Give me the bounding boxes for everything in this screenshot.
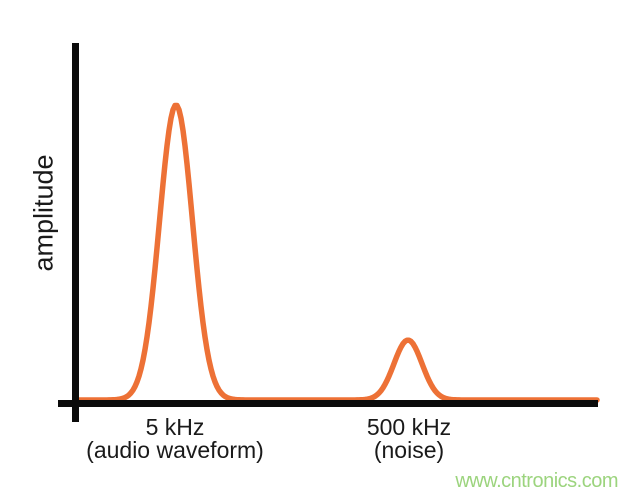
x-tick-audio-annotation: (audio waveform) xyxy=(86,437,264,463)
x-tick-audio-frequency: 5 kHz xyxy=(145,414,205,440)
x-tick-audio-waveform: 5 kHz (audio waveform) xyxy=(35,416,315,462)
x-tick-noise-annotation: (noise) xyxy=(373,437,445,463)
y-axis-line xyxy=(72,43,79,422)
watermark: www.cntronics.com xyxy=(455,470,618,492)
x-tick-noise: 500 kHz (noise) xyxy=(269,416,549,462)
y-axis-label: amplitude xyxy=(28,154,59,272)
spectrum-curve-path xyxy=(76,102,600,403)
x-tick-noise-frequency: 500 kHz xyxy=(366,414,452,440)
x-axis-line xyxy=(58,400,598,407)
